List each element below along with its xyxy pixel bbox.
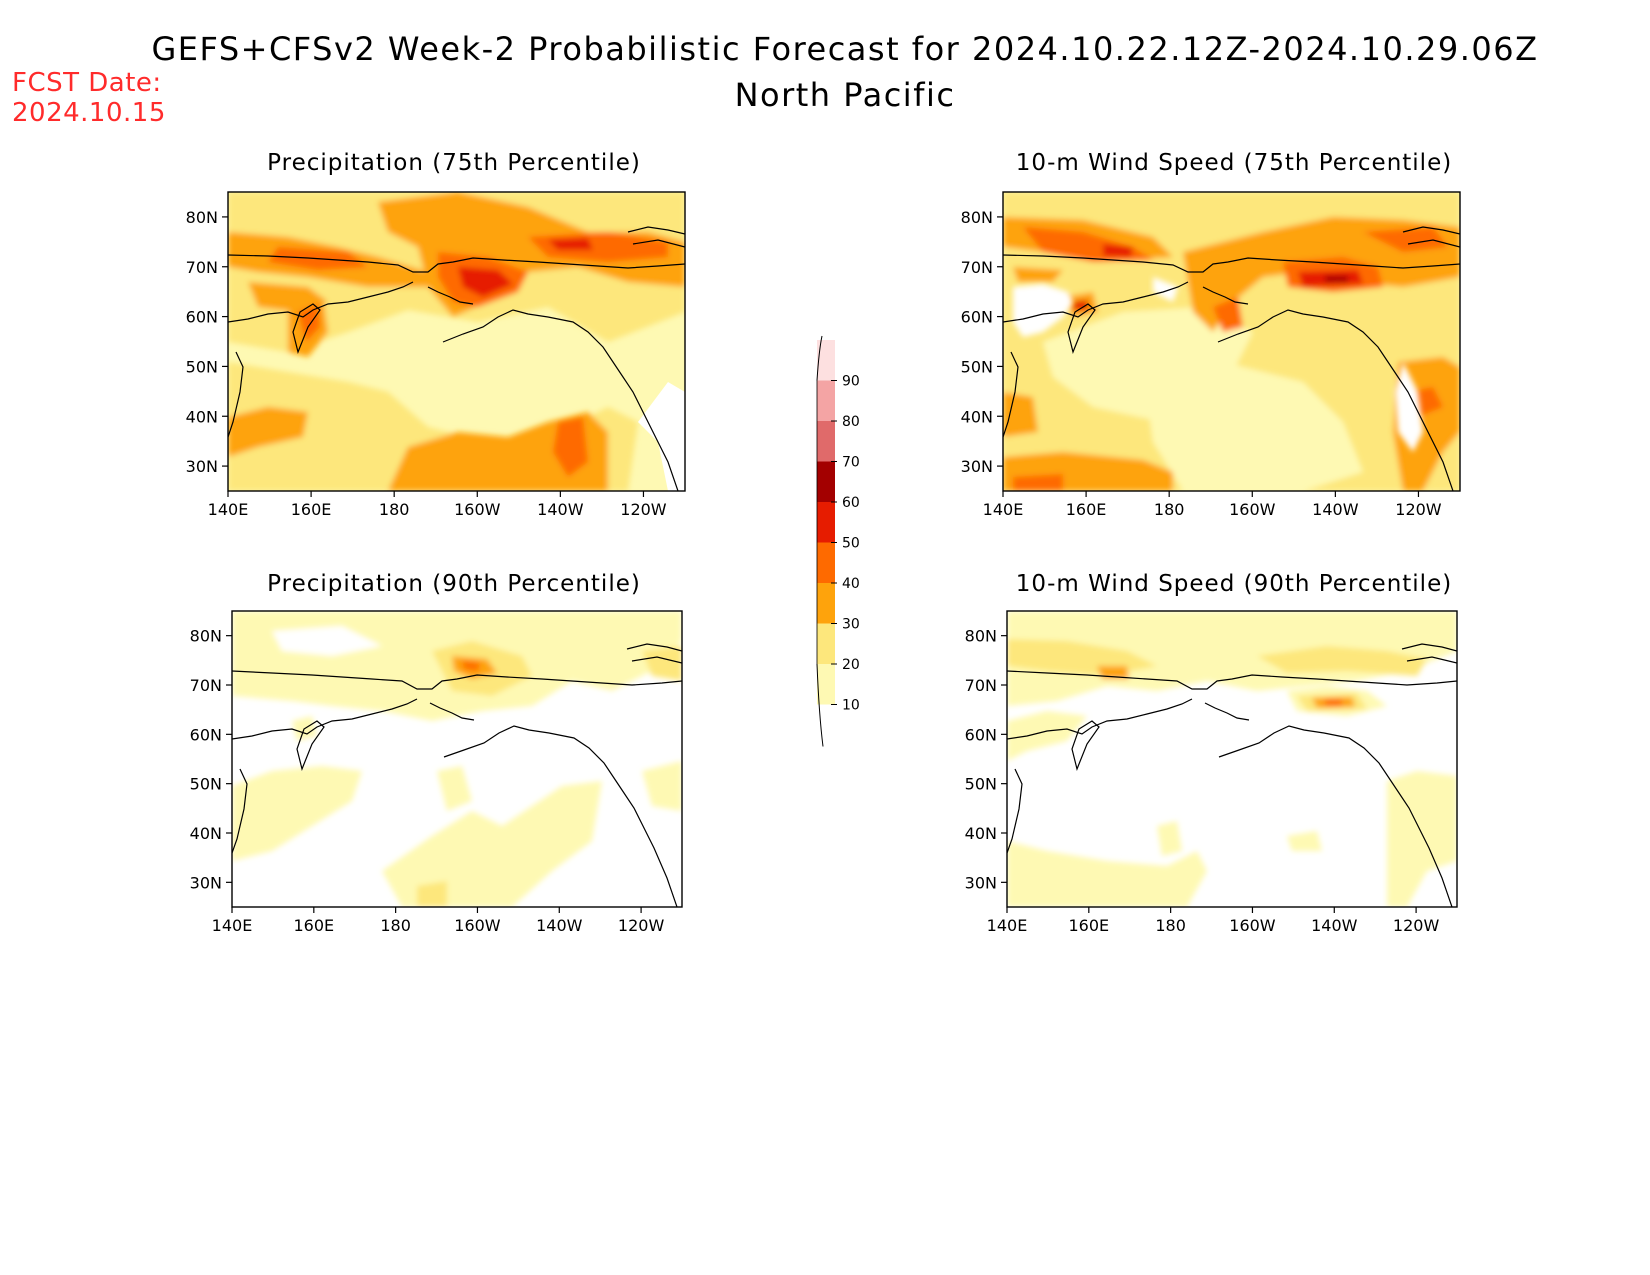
map-wind-75	[1002, 191, 1461, 492]
lon-tick-label: 140E	[208, 500, 249, 519]
colorbar-swatch	[817, 380, 835, 421]
panel-title-precip-90: Precipitation (90th Percentile)	[267, 571, 641, 597]
colorbar-bottom-cap	[816, 663, 824, 747]
lon-tick-label: 140W	[1312, 500, 1359, 519]
colorbar-swatch	[817, 623, 835, 664]
colorbar-swatch	[817, 664, 835, 705]
lon-tick-label: 140W	[536, 916, 583, 935]
colorbar-label: 70	[842, 455, 860, 471]
map-precip-75	[227, 191, 686, 492]
lat-tick-label: 70N	[961, 258, 993, 277]
axes-layer: 140E 160E 180 160W 140W 120W 80N 70N 60N 50N 40N 30…	[186, 208, 1442, 935]
lat-tick-label: 80N	[190, 627, 222, 646]
lon-tick-label: 140E	[212, 916, 253, 935]
lat-tick-label: 40N	[965, 824, 997, 843]
lon-tick-label: 160W	[1229, 500, 1276, 519]
colorbar-label: 20	[842, 657, 860, 673]
lon-tick-label: 140E	[987, 916, 1028, 935]
lat-tick-label: 40N	[961, 407, 993, 426]
lon-tick-label: 180	[380, 916, 411, 935]
map-precip-90	[231, 610, 683, 908]
lon-tick-label: 180	[1155, 916, 1186, 935]
lon-tick-label: 160W	[454, 916, 501, 935]
panel-title-wind-90: 10-m Wind Speed (90th Percentile)	[1015, 571, 1453, 597]
lat-tick-label: 60N	[965, 725, 997, 744]
lon-tick-label: 120W	[618, 916, 665, 935]
lat-tick-label: 70N	[190, 676, 222, 695]
panel-title-wind-75: 10-m Wind Speed (75th Percentile)	[1015, 150, 1453, 176]
colorbar-label: 30	[842, 617, 860, 633]
page-title: GEFS+CFSv2 Week-2 Probabilistic Forecast…	[151, 30, 1539, 68]
lon-tick-label: 120W	[620, 500, 667, 519]
colorbar-label: 10	[842, 698, 860, 714]
lon-tick-label: 160E	[1066, 500, 1107, 519]
lat-tick-label: 60N	[961, 308, 993, 327]
forecast-date-block: FCST Date: 2024.10.15	[12, 68, 166, 128]
colorbar-swatch	[817, 421, 835, 462]
lon-tick-label: 120W	[1393, 916, 1440, 935]
lat-tick-label: 80N	[965, 627, 997, 646]
lat-tick-label: 70N	[186, 258, 218, 277]
lon-tick-label: 160W	[1229, 916, 1276, 935]
lon-tick-label: 180	[379, 500, 410, 519]
lon-tick-label: 160E	[293, 916, 334, 935]
lon-tick-label: 160E	[291, 500, 332, 519]
lat-tick-label: 70N	[965, 676, 997, 695]
lat-tick-label: 50N	[961, 357, 993, 376]
lat-tick-label: 60N	[190, 725, 222, 744]
map-wind-90	[1006, 610, 1458, 908]
lat-tick-label: 30N	[186, 457, 218, 476]
lat-tick-label: 50N	[186, 357, 218, 376]
colorbar-swatch	[817, 340, 835, 381]
lat-tick-label: 50N	[190, 775, 222, 794]
lat-tick-label: 30N	[965, 873, 997, 892]
lon-tick-label: 140W	[537, 500, 584, 519]
colorbar-swatch	[817, 583, 835, 624]
lat-tick-label: 60N	[186, 308, 218, 327]
page-subtitle: North Pacific	[734, 76, 956, 114]
colorbar-swatch	[817, 461, 835, 502]
forecast-date-value: 2024.10.15	[12, 98, 166, 128]
lon-tick-label: 160E	[1068, 916, 1109, 935]
colorbar: 10 20 30 40 50 60 70 80 90	[816, 335, 860, 747]
lat-tick-label: 40N	[186, 407, 218, 426]
colorbar-top-cap	[816, 335, 823, 381]
colorbar-label: 80	[842, 414, 860, 430]
forecast-date-label: FCST Date:	[12, 68, 162, 98]
colorbar-swatch	[817, 502, 835, 543]
colorbar-label: 60	[842, 495, 860, 511]
lon-tick-label: 140E	[983, 500, 1024, 519]
panel-title-precip-75: Precipitation (75th Percentile)	[267, 150, 641, 176]
colorbar-label: 50	[842, 536, 860, 552]
lon-tick-label: 160W	[454, 500, 501, 519]
lon-tick-label: 120W	[1395, 500, 1442, 519]
colorbar-swatch	[817, 542, 835, 583]
lat-tick-label: 30N	[190, 873, 222, 892]
lat-tick-label: 80N	[186, 208, 218, 227]
colorbar-label: 40	[842, 576, 860, 592]
colorbar-label: 90	[842, 374, 860, 390]
lat-tick-label: 40N	[190, 824, 222, 843]
lat-tick-label: 80N	[961, 208, 993, 227]
lon-tick-label: 140W	[1311, 916, 1358, 935]
lat-tick-label: 30N	[961, 457, 993, 476]
lon-tick-label: 180	[1154, 500, 1185, 519]
lat-tick-label: 50N	[965, 775, 997, 794]
